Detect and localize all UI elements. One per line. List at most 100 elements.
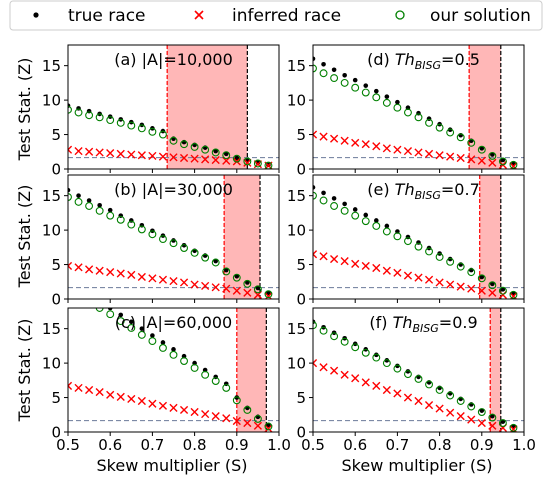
data-marks <box>68 291 273 432</box>
data-marks <box>313 319 518 432</box>
inferred-race-point <box>158 152 168 161</box>
true-race-point <box>321 61 326 67</box>
inferred-race-point <box>477 418 486 428</box>
true-race-point <box>245 280 250 285</box>
our-solution-point <box>74 197 83 206</box>
true-race-point <box>363 212 369 218</box>
true-race-point <box>384 358 390 363</box>
our-solution-point <box>414 113 423 122</box>
inferred-race-point <box>403 146 413 156</box>
inferred-race-point <box>351 374 360 383</box>
inferred-race-point <box>179 278 189 287</box>
x-tick-label: 1.0 <box>512 436 536 454</box>
our-solution-point <box>435 123 444 132</box>
inferred-race-point <box>488 288 497 297</box>
our-solution-point <box>361 348 370 357</box>
inferred-race-point <box>68 261 73 271</box>
our-solution-point <box>106 211 115 220</box>
true-race-point <box>479 408 485 413</box>
inferred-race-point <box>137 151 146 160</box>
our-solution-point <box>372 222 381 230</box>
title-subscript: BISG <box>415 59 441 72</box>
inferred-race-point <box>382 266 391 275</box>
inferred-race-point <box>127 394 136 404</box>
our-solution-point <box>509 423 518 432</box>
inferred-race-point <box>372 381 381 390</box>
legend-label-true-race: true race <box>68 6 146 26</box>
inferred-race-point <box>190 407 199 417</box>
inferred-race-point <box>158 401 168 410</box>
inferred-race-point <box>211 412 220 421</box>
true-race-point <box>500 157 506 163</box>
inferred-race-point <box>414 396 423 406</box>
inferred-race-point <box>264 424 273 432</box>
true-race-point <box>87 292 92 297</box>
inferred-race-point <box>340 370 349 379</box>
our-solution-point <box>137 225 146 234</box>
inferred-race-point <box>179 153 189 163</box>
our-solution-point <box>159 235 167 244</box>
our-solution-point <box>393 232 402 241</box>
true-race-point <box>405 369 411 374</box>
our-solution-point <box>159 130 167 139</box>
our-solution-point <box>190 143 199 151</box>
inferred-race-point <box>148 399 157 408</box>
y-tick-label: 15 <box>287 57 306 75</box>
our-solution-point <box>253 414 262 423</box>
our-solution-point <box>85 111 94 120</box>
true-race-point <box>234 273 240 279</box>
our-solution-point <box>319 196 328 205</box>
true-race-point <box>171 347 176 352</box>
our-solution-point <box>477 408 486 416</box>
our-solution-point <box>169 239 178 248</box>
y-tick-label: 10 <box>42 355 61 373</box>
our-solution-point <box>190 363 199 372</box>
inferred-race-point <box>313 130 318 139</box>
inferred-race-point <box>351 138 360 147</box>
our-solution-point <box>446 257 455 266</box>
our-solution-point <box>190 248 199 257</box>
inferred-race-point <box>340 136 349 145</box>
inferred-race-point <box>190 154 199 163</box>
y-tick-label: 0 <box>51 291 61 309</box>
title-prefix: (e) <box>367 180 394 199</box>
true-race-point <box>384 223 390 229</box>
our-solution-point <box>382 98 391 107</box>
our-solution-point <box>211 258 220 267</box>
our-solution-point <box>159 344 167 352</box>
inferred-race-point <box>361 140 370 149</box>
inferred-race-point <box>403 393 413 402</box>
true-race-point <box>139 326 145 331</box>
true-race-point <box>266 290 271 296</box>
inferred-race-point <box>127 150 136 159</box>
our-solution-point <box>264 422 273 431</box>
inferred-race-point <box>330 254 339 264</box>
axes-frame <box>67 174 280 300</box>
our-solution-point <box>222 151 231 160</box>
our-solution-point <box>340 78 349 87</box>
inferred-race-point <box>393 268 402 277</box>
our-solution-point <box>75 291 82 298</box>
our-solution-point <box>414 375 423 383</box>
inferred-race-point <box>201 155 210 164</box>
our-solution-point <box>201 145 210 154</box>
our-solution-point <box>382 359 391 368</box>
inferred-race-point <box>424 149 434 158</box>
title-variable: Th <box>393 313 413 332</box>
y-tick-label: 5 <box>296 389 306 407</box>
our-solution-point <box>404 370 412 379</box>
inferred-race-point <box>414 148 423 157</box>
true-race-point <box>342 73 347 78</box>
true-race-point <box>342 201 347 207</box>
our-solution-point <box>116 118 125 127</box>
title-subscript: BISG <box>412 322 438 335</box>
our-solution-point <box>211 377 220 385</box>
axes-frame <box>67 44 280 170</box>
inferred-race-point <box>222 284 231 293</box>
our-solution-point <box>169 350 178 359</box>
our-solution-point <box>253 159 262 168</box>
inferred-race-point <box>127 270 136 279</box>
inferred-race-point <box>116 149 125 158</box>
inferred-race-point <box>95 387 104 397</box>
inferred-race-point <box>106 390 115 399</box>
